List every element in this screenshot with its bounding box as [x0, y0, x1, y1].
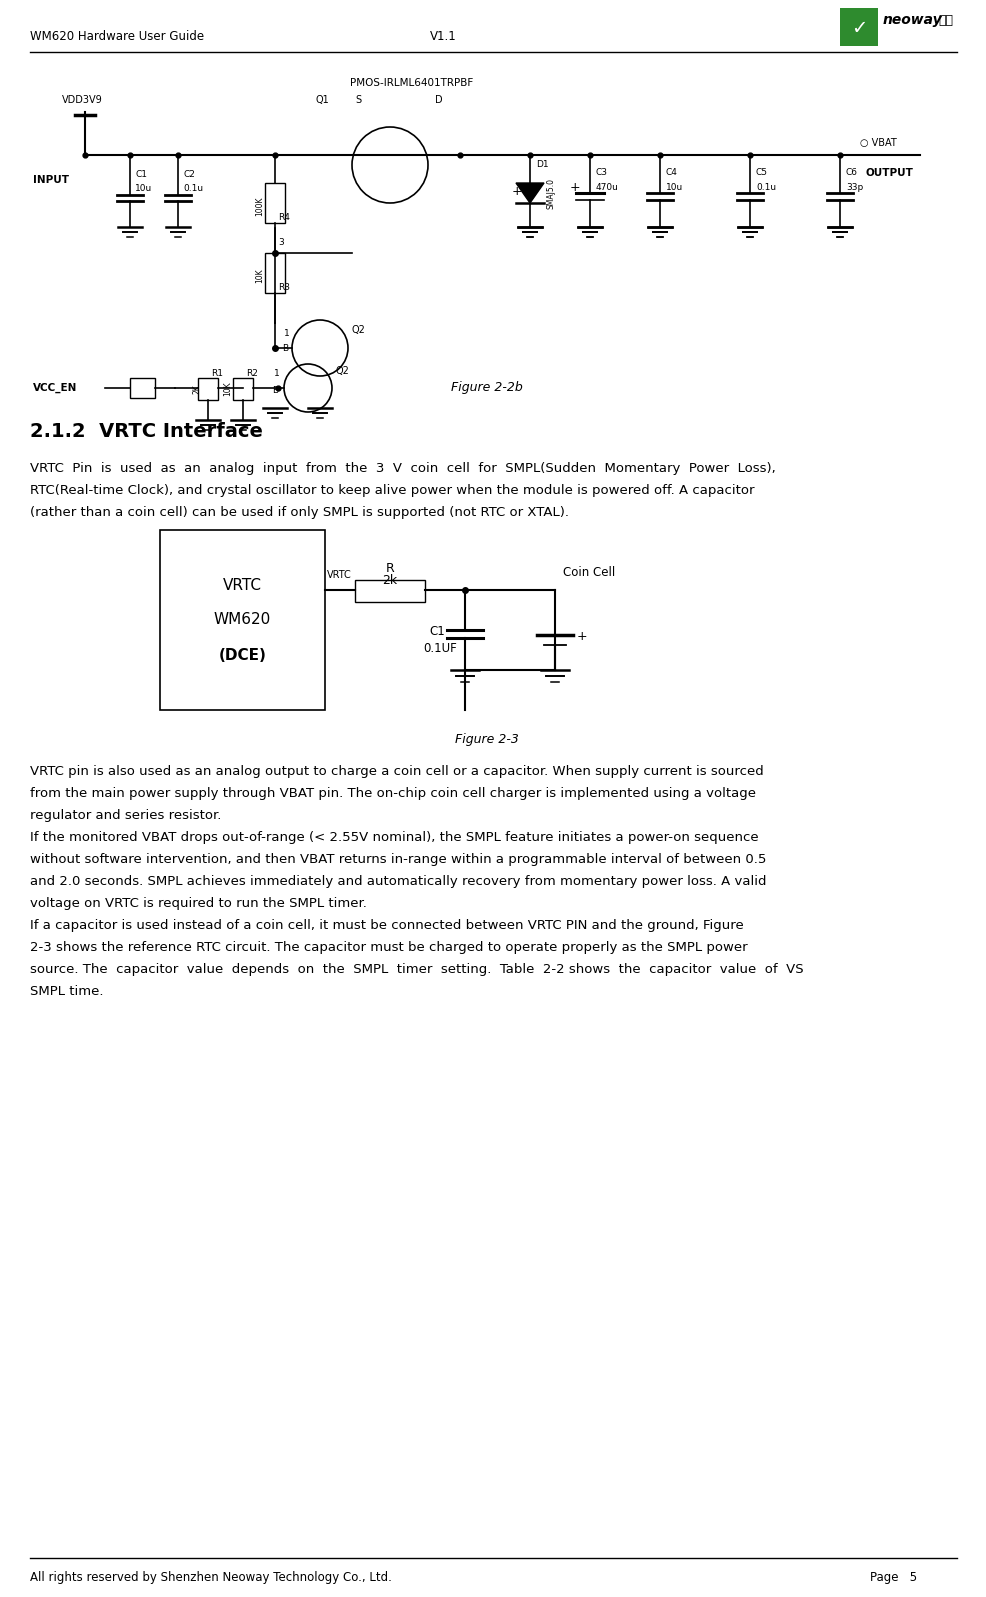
Text: 有方: 有方	[937, 13, 952, 27]
Text: If a capacitor is used instead of a coin cell, it must be connected between VRTC: If a capacitor is used instead of a coin…	[30, 918, 743, 933]
Text: C1: C1	[429, 624, 445, 637]
Bar	[264, 184, 285, 224]
Text: (rather than a coin cell) can be used if only SMPL is supported (not RTC or XTAL: (rather than a coin cell) can be used if…	[30, 506, 568, 519]
Text: VRTC: VRTC	[326, 570, 351, 580]
Text: 470u: 470u	[596, 184, 618, 192]
Text: Page   5: Page 5	[869, 1570, 916, 1584]
Text: ✓: ✓	[850, 19, 867, 38]
Polygon shape	[516, 184, 543, 203]
Text: Coin Cell: Coin Cell	[562, 565, 614, 580]
Text: +: +	[577, 629, 587, 644]
Bar	[355, 580, 425, 602]
Text: 10u: 10u	[135, 184, 152, 193]
Text: Q1: Q1	[315, 94, 328, 105]
Text: Figure 2-3: Figure 2-3	[455, 733, 519, 746]
Text: C5: C5	[755, 168, 767, 177]
Text: C1: C1	[135, 169, 147, 179]
Text: 1: 1	[274, 369, 279, 378]
Text: C2: C2	[182, 169, 194, 179]
Text: 10K: 10K	[223, 382, 232, 396]
Text: D1: D1	[535, 160, 548, 169]
Text: Figure 2-2b: Figure 2-2b	[451, 382, 523, 394]
Text: 1: 1	[284, 329, 290, 339]
Text: R3: R3	[278, 283, 290, 292]
Text: B: B	[272, 386, 278, 394]
Text: ○ VBAT: ○ VBAT	[859, 137, 896, 149]
Text: VCC_EN: VCC_EN	[33, 383, 77, 393]
Text: All rights reserved by Shenzhen Neoway Technology Co., Ltd.: All rights reserved by Shenzhen Neoway T…	[30, 1570, 391, 1584]
Text: 3: 3	[278, 238, 283, 248]
Text: Q2: Q2	[335, 366, 349, 375]
Text: R4: R4	[278, 212, 290, 222]
Text: (DCE): (DCE)	[218, 647, 266, 663]
Text: from the main power supply through VBAT pin. The on-chip coin cell charger is im: from the main power supply through VBAT …	[30, 787, 755, 800]
Text: SMAJ5.0: SMAJ5.0	[546, 177, 555, 209]
Text: VRTC: VRTC	[223, 578, 261, 592]
Text: RTC(Real-time Clock), and crystal oscillator to keep alive power when the module: RTC(Real-time Clock), and crystal oscill…	[30, 484, 753, 497]
Text: R: R	[386, 562, 394, 575]
Text: 2k: 2k	[382, 573, 397, 588]
Bar	[160, 530, 324, 711]
Text: Q2: Q2	[352, 326, 366, 335]
Text: VRTC  Pin  is  used  as  an  analog  input  from  the  3  V  coin  cell  for  SM: VRTC Pin is used as an analog input from…	[30, 462, 775, 474]
Text: 0.1u: 0.1u	[182, 184, 203, 193]
Text: VDD3V9: VDD3V9	[62, 94, 103, 105]
Bar	[233, 378, 252, 399]
Text: 0.1UF: 0.1UF	[423, 642, 457, 655]
Text: R2: R2	[246, 369, 257, 378]
Text: WM620: WM620	[214, 613, 271, 628]
Text: voltage on VRTC is required to run the SMPL timer.: voltage on VRTC is required to run the S…	[30, 898, 367, 910]
Text: 100K: 100K	[254, 196, 263, 216]
Text: PMOS-IRLML6401TRPBF: PMOS-IRLML6401TRPBF	[350, 78, 472, 88]
Text: 10K: 10K	[254, 268, 263, 283]
Text: S: S	[355, 94, 361, 105]
Text: C6: C6	[845, 168, 857, 177]
Text: OUTPUT: OUTPUT	[865, 168, 913, 177]
Text: 33p: 33p	[845, 184, 863, 192]
Text: WM620 Hardware User Guide: WM620 Hardware User Guide	[30, 29, 204, 43]
Text: D: D	[435, 94, 442, 105]
Bar	[198, 378, 218, 399]
Text: 0.1u: 0.1u	[755, 184, 775, 192]
Text: VRTC pin is also used as an analog output to charge a coin cell or a capacitor. : VRTC pin is also used as an analog outpu…	[30, 765, 763, 778]
Text: +: +	[512, 185, 523, 198]
Text: If the monitored VBAT drops out-of-range (< 2.55V nominal), the SMPL feature ini: If the monitored VBAT drops out-of-range…	[30, 830, 758, 843]
Text: and 2.0 seconds. SMPL achieves immediately and automatically recovery from momen: and 2.0 seconds. SMPL achieves immediate…	[30, 875, 766, 888]
Text: 2-3 shows the reference RTC circuit. The capacitor must be charged to operate pr: 2-3 shows the reference RTC circuit. The…	[30, 941, 746, 953]
Text: C4: C4	[666, 168, 677, 177]
Text: 10u: 10u	[666, 184, 682, 192]
Text: +: +	[570, 180, 580, 193]
Text: 2K: 2K	[192, 385, 201, 394]
Text: 2.1.2  VRTC Interface: 2.1.2 VRTC Interface	[30, 422, 262, 441]
Bar	[839, 8, 878, 46]
Text: V1.1: V1.1	[430, 29, 457, 43]
Text: R1: R1	[211, 369, 223, 378]
Text: without software intervention, and then VBAT returns in-range within a programma: without software intervention, and then …	[30, 853, 765, 866]
Text: B: B	[282, 343, 288, 353]
Text: SMPL time.: SMPL time.	[30, 985, 104, 998]
Text: INPUT: INPUT	[33, 176, 69, 185]
Bar	[264, 252, 285, 292]
Text: regulator and series resistor.: regulator and series resistor.	[30, 810, 221, 822]
Text: C3: C3	[596, 168, 607, 177]
Text: source. The  capacitor  value  depends  on  the  SMPL  timer  setting.  Table  2: source. The capacitor value depends on t…	[30, 963, 803, 976]
Bar	[130, 378, 155, 398]
Text: neoway: neoway	[882, 13, 942, 27]
